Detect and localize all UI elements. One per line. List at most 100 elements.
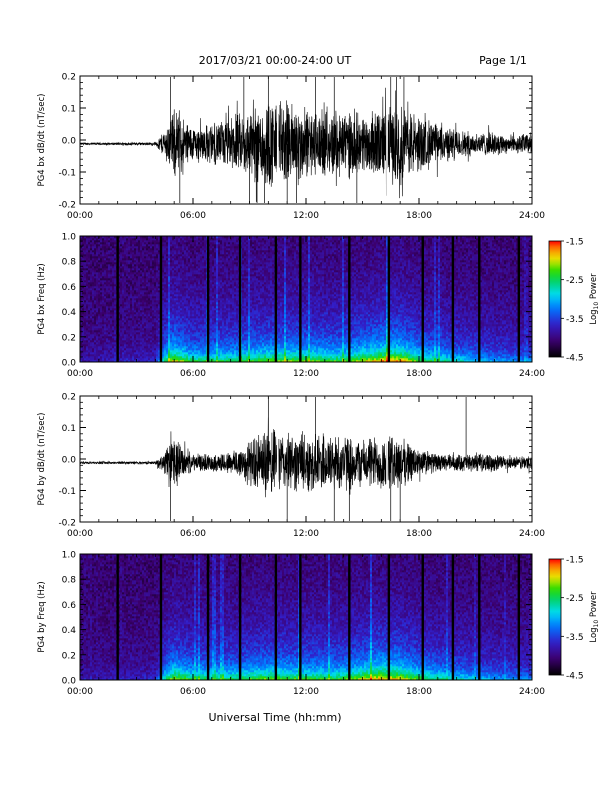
heatmap-cell xyxy=(200,288,203,291)
heatmap-cell xyxy=(156,238,159,241)
heatmap-cell xyxy=(228,244,231,247)
heatmap-cell xyxy=(106,256,109,259)
heatmap-cell xyxy=(88,294,91,297)
heatmap-cell xyxy=(90,236,93,239)
heatmap-cell xyxy=(232,318,235,321)
heatmap-cell xyxy=(228,288,231,291)
heatmap-cell xyxy=(178,314,181,317)
heatmap-cell xyxy=(98,296,101,299)
heatmap-cell xyxy=(232,346,235,349)
heatmap-cell xyxy=(226,336,229,339)
heatmap-cell xyxy=(166,332,169,335)
heatmap-cell xyxy=(126,240,129,243)
heatmap-cell xyxy=(80,256,83,259)
heatmap-cell xyxy=(232,256,235,259)
heatmap-cell xyxy=(96,356,99,359)
heatmap-cell xyxy=(136,322,139,325)
heatmap-cell xyxy=(190,236,193,239)
heatmap-cell xyxy=(184,310,187,313)
heatmap-cell xyxy=(172,330,175,333)
heatmap-cell xyxy=(192,266,195,269)
heatmap-cell xyxy=(196,308,199,311)
heatmap-cell xyxy=(150,322,153,325)
heatmap-cell xyxy=(198,282,201,285)
heatmap-cell xyxy=(224,350,227,353)
heatmap-cell xyxy=(140,280,143,283)
heatmap-cell xyxy=(230,280,233,283)
heatmap-cell xyxy=(80,304,83,307)
heatmap-cell xyxy=(112,246,115,249)
heatmap-cell xyxy=(200,344,203,347)
heatmap-cell xyxy=(184,318,187,321)
heatmap-cell xyxy=(152,314,155,317)
plot-frame xyxy=(79,75,533,205)
heatmap-cell xyxy=(196,296,199,299)
heatmap-cell xyxy=(162,286,165,289)
heatmap-cell xyxy=(90,262,93,265)
heatmap-cell xyxy=(210,266,213,269)
heatmap-cell xyxy=(230,274,233,277)
heatmap-cell xyxy=(120,246,123,249)
heatmap-cell xyxy=(108,318,111,321)
heatmap-cell xyxy=(226,352,229,355)
heatmap-cell xyxy=(166,350,169,353)
heatmap-cell xyxy=(222,330,225,333)
heatmap-cell xyxy=(88,252,91,255)
heatmap-cell xyxy=(174,346,177,349)
heatmap-cell xyxy=(148,312,151,315)
heatmap-cell xyxy=(90,312,93,315)
heatmap-cell xyxy=(150,298,153,301)
heatmap-cell xyxy=(186,272,189,275)
heatmap-cell xyxy=(142,298,145,301)
heatmap-cell xyxy=(216,262,219,265)
heatmap-cell xyxy=(102,260,105,263)
heatmap-cell xyxy=(184,312,187,315)
heatmap-cell xyxy=(168,324,171,327)
heatmap-cell xyxy=(194,274,197,277)
heatmap-cell xyxy=(198,238,201,241)
heatmap-cell xyxy=(158,254,161,257)
heatmap-cell xyxy=(88,278,91,281)
heatmap-cell xyxy=(204,328,207,331)
heatmap-cell xyxy=(220,306,223,309)
heatmap-cell xyxy=(138,292,141,295)
heatmap-cell xyxy=(120,258,123,261)
heatmap-cell xyxy=(220,288,223,291)
heatmap-cell xyxy=(214,244,217,247)
heatmap-cell xyxy=(94,360,97,363)
heatmap-cell xyxy=(120,296,123,299)
heatmap-cell xyxy=(92,280,95,283)
heatmap-cell xyxy=(230,330,233,333)
heatmap-cell xyxy=(196,282,199,285)
heatmap-cell xyxy=(184,350,187,353)
heatmap-cell xyxy=(178,318,181,321)
heatmap-cell xyxy=(192,272,195,275)
heatmap-cell xyxy=(222,340,225,343)
heatmap-cell xyxy=(114,346,117,349)
heatmap-cell xyxy=(158,322,161,325)
heatmap-cell xyxy=(98,284,101,287)
heatmap-cell xyxy=(210,252,213,255)
heatmap-cell xyxy=(144,256,147,259)
heatmap-cell xyxy=(216,300,219,303)
heatmap-cell xyxy=(152,238,155,241)
heatmap-cell xyxy=(150,308,153,311)
heatmap-cell xyxy=(92,322,95,325)
heatmap-cell xyxy=(184,258,187,261)
heatmap-cell xyxy=(88,254,91,257)
heatmap-cell xyxy=(158,350,161,353)
heatmap-cell xyxy=(112,268,115,271)
heatmap-cell xyxy=(168,306,171,309)
heatmap-cell xyxy=(134,272,137,275)
heatmap-cell xyxy=(118,342,121,345)
heatmap-cell xyxy=(82,236,85,239)
heatmap-cell xyxy=(108,292,111,295)
heatmap-cell xyxy=(230,350,233,353)
heatmap-cell xyxy=(94,328,97,331)
heatmap-cell xyxy=(216,310,219,313)
heatmap-cell xyxy=(164,276,167,279)
heatmap-cell xyxy=(114,340,117,343)
heatmap-cell xyxy=(84,312,87,315)
heatmap-cell xyxy=(138,328,141,331)
heatmap-cell xyxy=(80,238,83,241)
